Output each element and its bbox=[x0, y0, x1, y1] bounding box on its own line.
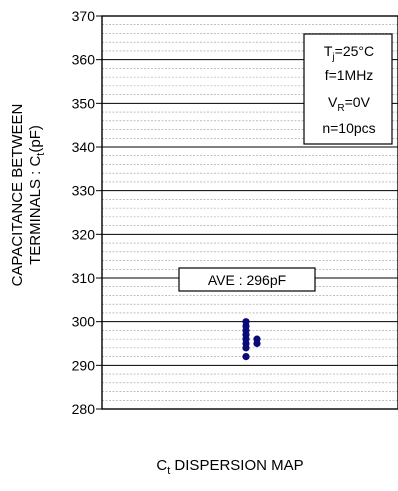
data-points bbox=[242, 318, 261, 361]
y-tick-label: 280 bbox=[72, 401, 96, 417]
condition-vr: VR=0V bbox=[328, 94, 371, 114]
average-box: AVE : 296pF bbox=[178, 267, 316, 292]
data-point bbox=[253, 339, 261, 348]
y-axis-label-line2: TERMINALS : Ct(pF) bbox=[27, 125, 47, 265]
y-tick-label: 360 bbox=[72, 52, 96, 68]
y-tick-label: 340 bbox=[72, 139, 96, 155]
y-tick-label: 370 bbox=[72, 8, 96, 24]
average-label: AVE : 296pF bbox=[208, 272, 286, 288]
data-point bbox=[242, 344, 250, 352]
y-axis-label-line1: CAPACITANCE BETWEEN bbox=[9, 104, 26, 287]
condition-sample-count: n=10pcs bbox=[322, 120, 375, 136]
y-tick-label: 350 bbox=[72, 95, 96, 111]
condition-tj: Tj=25°C bbox=[324, 43, 374, 63]
y-tick-label: 330 bbox=[72, 183, 96, 199]
y-tick-label: 290 bbox=[72, 357, 96, 373]
y-tick-label: 300 bbox=[72, 314, 96, 330]
y-tick-label: 320 bbox=[72, 226, 96, 242]
y-tick-labels: 280 290 300 310 320 330 340 350 360 370 bbox=[72, 8, 96, 417]
y-tick-label: 310 bbox=[72, 270, 96, 286]
condition-frequency: f=1MHz bbox=[325, 67, 374, 83]
conditions-box: Tj=25°C f=1MHz VR=0V n=10pcs bbox=[303, 33, 393, 145]
x-axis-label: Ct DISPERSION MAP bbox=[156, 457, 303, 477]
y-axis-label: CAPACITANCE BETWEEN TERMINALS : Ct(pF) bbox=[9, 104, 47, 287]
plot-frame bbox=[101, 15, 398, 410]
data-point bbox=[242, 353, 250, 361]
